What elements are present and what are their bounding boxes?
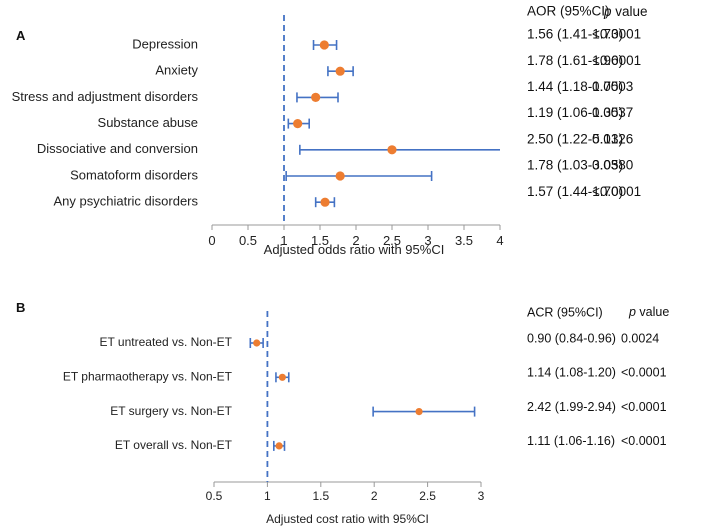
row-label: ET pharmaotherapy vs. Non-ET: [63, 369, 233, 383]
panel-letter: B: [16, 300, 25, 315]
row-label: Depression: [132, 36, 198, 51]
p-value: <0.0001: [592, 27, 641, 42]
point-estimate: [320, 197, 330, 207]
p-value-column-header: p value: [628, 305, 669, 319]
panel-letter: A: [16, 28, 26, 43]
point-estimate: [335, 171, 345, 181]
ci-value: 1.44 (1.18-1.75): [527, 79, 623, 94]
row-label: ET surgery vs. Non-ET: [110, 404, 232, 418]
x-tick-label: 2: [352, 233, 359, 248]
point-estimate: [275, 442, 283, 450]
x-tick-label: 1.5: [311, 233, 329, 248]
p-value-column-header: p value: [603, 4, 648, 19]
row-label: Substance abuse: [98, 115, 198, 130]
row-label: Any psychiatric disorders: [54, 194, 199, 209]
point-estimate: [293, 119, 303, 129]
x-tick-label: 3.5: [455, 233, 473, 248]
p-value: 0.0126: [592, 131, 633, 146]
x-axis-title: Adjusted odds ratio with 95%CI: [264, 242, 445, 257]
row-label: ET untreated vs. Non-ET: [99, 335, 232, 349]
x-tick-label: 0.5: [239, 233, 257, 248]
ci-value: 1.11 (1.06-1.16): [527, 434, 615, 448]
p-value: <0.0001: [621, 400, 667, 414]
x-tick-label: 2: [371, 489, 378, 503]
point-estimate: [311, 92, 321, 102]
p-value: 0.0003: [592, 79, 633, 94]
point-estimate: [278, 373, 286, 381]
p-value: 0.0380: [592, 158, 633, 173]
p-value: <0.0001: [592, 184, 641, 199]
ci-value: 1.78 (1.03-3.05): [527, 158, 623, 173]
row-label: Stress and adjustment disorders: [12, 89, 199, 104]
point-estimate: [415, 408, 423, 416]
x-tick-label: 0.5: [206, 489, 223, 503]
ci-value: 2.42 (1.99-2.94): [527, 400, 616, 414]
p-value: 0.0037: [592, 105, 633, 120]
x-axis-title: Adjusted cost ratio with 95%CI: [266, 512, 429, 526]
p-value: <0.0001: [592, 53, 641, 68]
point-estimate: [319, 40, 329, 50]
ci-column-header: ACR (95%CI): [527, 305, 603, 319]
x-tick-label: 2.5: [383, 233, 401, 248]
ci-value: 1.78 (1.61-1.96): [527, 53, 623, 68]
x-tick-label: 1: [280, 233, 287, 248]
ci-value: 1.19 (1.06-1.35): [527, 105, 623, 120]
x-tick-label: 1: [264, 489, 271, 503]
x-tick-label: 3: [478, 489, 485, 503]
x-tick-label: 3: [424, 233, 431, 248]
row-label: ET overall vs. Non-ET: [115, 438, 233, 452]
row-label: Anxiety: [155, 63, 198, 78]
x-tick-label: 2.5: [419, 489, 436, 503]
row-label: Dissociative and conversion: [37, 141, 198, 156]
ci-value: 0.90 (0.84-0.96): [527, 331, 616, 345]
row-label: Somatoform disorders: [70, 167, 198, 182]
point-estimate: [335, 66, 345, 76]
p-value: 0.0024: [621, 331, 659, 345]
point-estimate: [387, 145, 397, 155]
ci-value: 2.50 (1.22-5.13): [527, 131, 623, 146]
ci-value: 1.57 (1.44-1.70): [527, 184, 623, 199]
ci-column-header: AOR (95%CI): [527, 4, 610, 19]
x-tick-label: 4: [496, 233, 503, 248]
p-value: <0.0001: [621, 434, 667, 448]
panel-b: B ACR (95%CI) p value 0.5 1 1.5 2 2.5 3 Adjusted …: [16, 300, 669, 526]
panel-a: A AOR (95%CI)p value 0 0.5 1 1.5 2 2.5 3 3.5 4 Adju…: [12, 4, 648, 257]
p-value: <0.0001: [621, 366, 667, 380]
x-tick-label: 1.5: [312, 489, 329, 503]
point-estimate: [253, 339, 261, 347]
x-tick-label: 0: [208, 233, 215, 248]
ci-value: 1.14 (1.08-1.20): [527, 366, 616, 380]
ci-value: 1.56 (1.41-1.73): [527, 27, 623, 42]
